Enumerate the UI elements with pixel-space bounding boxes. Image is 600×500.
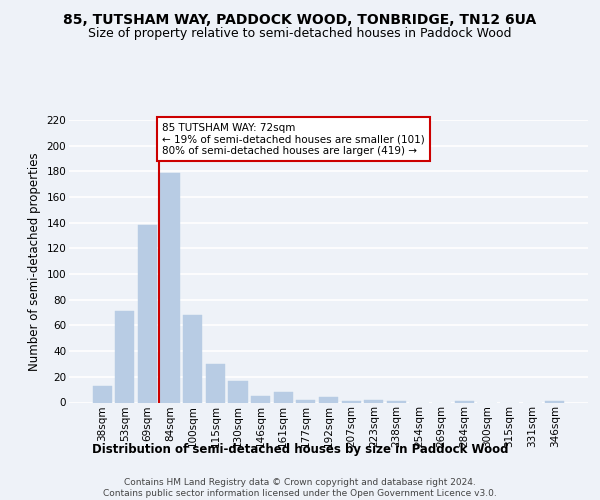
Bar — [341, 401, 361, 402]
Bar — [387, 401, 406, 402]
Bar — [274, 392, 293, 402]
Bar — [364, 400, 383, 402]
Bar — [183, 315, 202, 402]
Bar — [455, 401, 474, 402]
Bar — [229, 380, 248, 402]
Bar — [206, 364, 225, 403]
Text: 85, TUTSHAM WAY, PADDOCK WOOD, TONBRIDGE, TN12 6UA: 85, TUTSHAM WAY, PADDOCK WOOD, TONBRIDGE… — [64, 12, 536, 26]
Bar — [92, 386, 112, 402]
Text: Distribution of semi-detached houses by size in Paddock Wood: Distribution of semi-detached houses by … — [92, 442, 508, 456]
Bar — [115, 312, 134, 402]
Bar — [138, 226, 157, 402]
Text: 85 TUTSHAM WAY: 72sqm
← 19% of semi-detached houses are smaller (101)
80% of sem: 85 TUTSHAM WAY: 72sqm ← 19% of semi-deta… — [162, 122, 425, 156]
Bar — [545, 401, 565, 402]
Bar — [160, 172, 180, 402]
Text: Contains HM Land Registry data © Crown copyright and database right 2024.
Contai: Contains HM Land Registry data © Crown c… — [103, 478, 497, 498]
Text: Size of property relative to semi-detached houses in Paddock Wood: Size of property relative to semi-detach… — [88, 28, 512, 40]
Bar — [296, 400, 316, 402]
Bar — [251, 396, 270, 402]
Y-axis label: Number of semi-detached properties: Number of semi-detached properties — [28, 152, 41, 370]
Bar — [319, 398, 338, 402]
